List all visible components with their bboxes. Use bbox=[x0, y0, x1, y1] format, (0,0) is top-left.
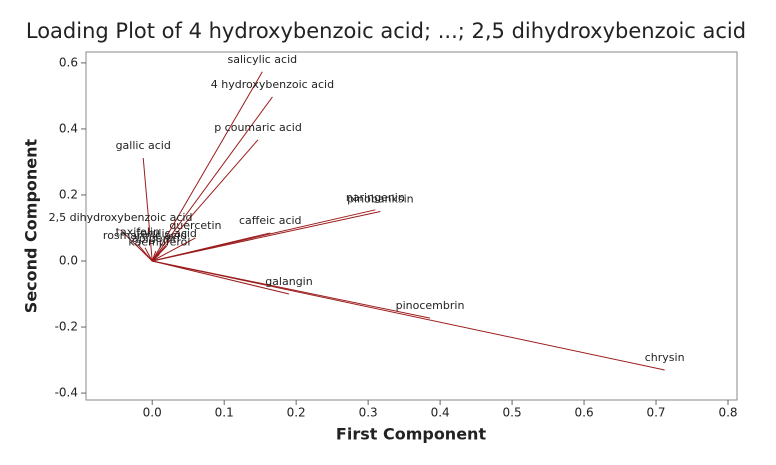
y-tick-label: 0.4 bbox=[59, 121, 78, 135]
point-label: gallic acid bbox=[116, 139, 171, 152]
point-label: pinobanksin bbox=[347, 192, 414, 205]
point-label: galangin bbox=[265, 275, 313, 288]
x-tick-label: 0.4 bbox=[431, 406, 450, 420]
y-tick-label: 0.6 bbox=[59, 55, 78, 69]
x-tick-label: 0.1 bbox=[215, 406, 234, 420]
point-label: p coumaric acid bbox=[214, 121, 302, 134]
loading-vector bbox=[142, 157, 153, 262]
point-label: quercetin bbox=[169, 219, 221, 232]
point-label: kaempferol bbox=[128, 235, 190, 248]
x-tick-label: 0.7 bbox=[646, 406, 665, 420]
loading-vector bbox=[152, 260, 290, 295]
y-axis-label: Second Component bbox=[22, 138, 41, 313]
point-label: taxifolin bbox=[116, 225, 160, 238]
loading-vector bbox=[151, 250, 157, 262]
y-tick-label: 0.2 bbox=[59, 187, 78, 201]
loading-vector bbox=[137, 244, 153, 262]
point-label: rosmarinic acid bbox=[103, 229, 187, 242]
point-label: apigenin bbox=[132, 232, 180, 245]
point-label: 2,5 dihydroxybenzoic acid bbox=[49, 211, 193, 224]
loading-vector bbox=[151, 237, 196, 262]
loading-vector bbox=[152, 232, 271, 262]
loading-vector bbox=[152, 260, 431, 319]
point-label: naringenin bbox=[346, 191, 405, 204]
x-tick-label: 0.2 bbox=[287, 406, 306, 420]
x-tick-label: 0.6 bbox=[575, 406, 594, 420]
x-tick-label: 0.5 bbox=[503, 406, 522, 420]
y-tick-label: -0.4 bbox=[55, 386, 78, 400]
y-tick-label: -0.2 bbox=[55, 320, 78, 334]
point-label: salicylic acid bbox=[228, 53, 298, 66]
x-axis-label: First Component bbox=[336, 425, 487, 444]
x-tick-label: 0.0 bbox=[143, 406, 162, 420]
chart-title: Loading Plot of 4 hydroxybenzoic acid; .… bbox=[26, 19, 746, 43]
point-label: chrysin bbox=[645, 351, 685, 364]
point-label: pinocembrin bbox=[396, 299, 465, 312]
x-tick-label: 0.3 bbox=[359, 406, 378, 420]
point-label: 4 hydroxybenzoic acid bbox=[211, 78, 334, 91]
plot-frame bbox=[85, 51, 738, 401]
loading-vector bbox=[151, 245, 167, 262]
loading-vector bbox=[152, 260, 665, 371]
loading-vector bbox=[144, 247, 153, 262]
y-tick-label: 0.0 bbox=[59, 253, 78, 267]
x-tick-label: 0.8 bbox=[718, 406, 737, 420]
point-label: ferulic acid bbox=[136, 227, 197, 240]
loading-vector bbox=[151, 139, 259, 262]
point-label: caffeic acid bbox=[239, 214, 302, 227]
loading-vector bbox=[151, 96, 273, 262]
loading-vector bbox=[120, 229, 153, 262]
loading-vector bbox=[151, 71, 263, 262]
